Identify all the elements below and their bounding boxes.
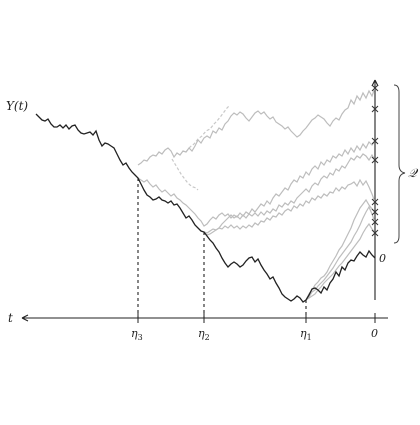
branch-path-fourth	[203, 178, 376, 236]
branch-path-third	[203, 153, 376, 234]
time-axis-label: t	[8, 311, 13, 325]
cross-mark-icon	[371, 208, 379, 216]
cross-mark-icon	[371, 218, 379, 226]
right-curly-brace-icon	[393, 84, 406, 244]
cross-mark-icon	[371, 84, 379, 92]
process-label: Y(t)	[6, 99, 28, 113]
dashed-branch-upper	[185, 105, 230, 153]
arrowhead-icon	[21, 314, 29, 322]
cross-mark-icon	[371, 137, 379, 145]
set-label: 𝒬	[408, 166, 419, 180]
zero-level-label: 0	[379, 252, 386, 265]
eta1-label: η1	[300, 327, 312, 342]
branch-path-seventh	[305, 222, 376, 301]
time-axis	[21, 314, 388, 322]
cross-mark-icon	[371, 156, 379, 164]
branch-path-second	[137, 140, 376, 227]
main-path-Y	[35, 113, 376, 303]
eta2-label: η2	[198, 327, 210, 342]
cross-mark-icon	[371, 105, 379, 113]
eta3-label: η3	[131, 327, 143, 342]
cross-mark-icon	[371, 229, 379, 237]
zero-tick-label: 0	[371, 327, 378, 340]
branch-path-top	[137, 87, 376, 166]
vertical-axis	[371, 79, 379, 300]
dashed-branch-lower	[171, 158, 199, 191]
endpoint-markers	[371, 84, 379, 237]
branch-path-fifth	[305, 198, 376, 301]
cross-mark-icon	[371, 198, 379, 206]
branch-path-sixth	[305, 205, 376, 301]
